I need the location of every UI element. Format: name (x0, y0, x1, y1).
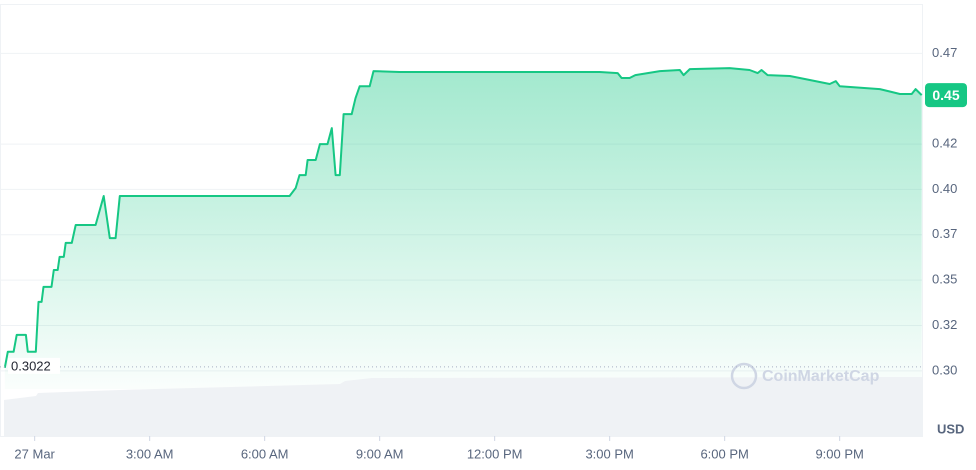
price-area (4, 68, 922, 389)
volume-bars (4, 377, 922, 436)
x-tick-label: 9:00 PM (815, 446, 863, 461)
x-tick-label: 3:00 AM (126, 446, 174, 461)
currency-label: USD (937, 421, 964, 436)
x-tick-label: 9:00 AM (356, 446, 404, 461)
x-tick-label: 6:00 AM (241, 446, 289, 461)
plot-border (0, 4, 923, 437)
y-tick-label: 0.47 (932, 45, 957, 60)
x-tick-label: 3:00 PM (585, 446, 633, 461)
price-line (3, 67, 923, 368)
current-price-label: 0.45 (932, 87, 959, 103)
current-price-badge (925, 83, 967, 108)
watermark: CoinMarketCap (730, 362, 880, 390)
y-tick-label: 0.40 (932, 181, 957, 196)
y-tick-label: 0.37 (932, 226, 957, 241)
x-tick-label: 12:00 PM (467, 446, 523, 461)
y-tick-label: 0.42 (932, 136, 957, 151)
y-tick-label: 0.35 (932, 272, 957, 287)
reference-label-bg (8, 357, 60, 374)
y-tick-label: 0.30 (932, 362, 957, 377)
x-tick-label: 27 Mar (14, 446, 55, 461)
reference-label: 0.3022 (11, 358, 51, 373)
watermark-text: CoinMarketCap (762, 368, 880, 385)
x-tick-label: 6:00 PM (700, 446, 748, 461)
y-tick-label: 0.32 (932, 317, 957, 332)
